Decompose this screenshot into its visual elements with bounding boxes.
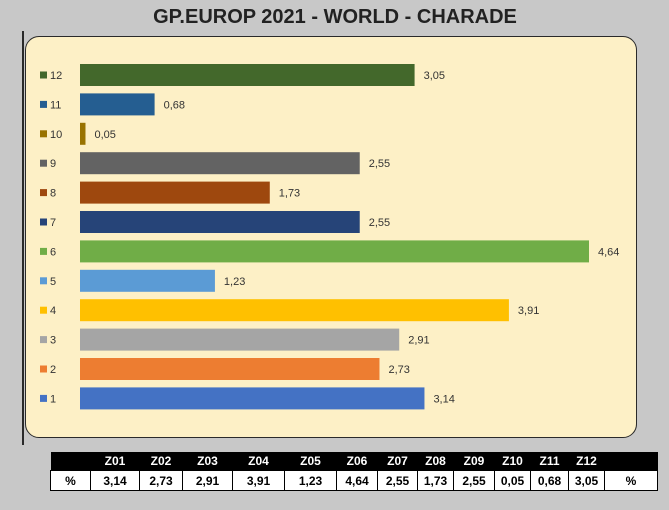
bar-8 (80, 181, 270, 204)
chart-title: GP.EUROP 2021 - WORLD - CHARADE (22, 3, 648, 31)
category-label-8: 8 (50, 188, 56, 200)
table-cell: 1,73 (417, 470, 454, 491)
table-cell: 1,23 (284, 470, 337, 491)
value-label-10: 0,05 (94, 129, 115, 141)
value-label-2: 2,73 (388, 364, 409, 376)
category-marker-2 (40, 365, 47, 373)
table-header-cell: Z12 (568, 452, 605, 471)
bar-11 (80, 93, 155, 116)
bar-chart: 1 3,14 2 2,73 3 2,91 4 3,91 5 1,23 6 4,64 7 2,55 8 1,73… (40, 64, 619, 410)
bar-6 (80, 240, 589, 263)
bar-3 (80, 328, 400, 351)
table-cell: 3,14 (90, 470, 140, 491)
category-marker-6 (40, 247, 47, 255)
value-label-11: 0,68 (164, 99, 185, 111)
table-header-cell (604, 452, 658, 471)
table-header-cell: Z01 (90, 452, 140, 471)
category-label-11: 11 (50, 99, 61, 111)
bar-9 (80, 152, 360, 175)
category-label-3: 3 (50, 335, 56, 347)
category-label-7: 7 (50, 217, 56, 229)
table-header-cell: Z07 (377, 452, 418, 471)
table-header-cell: Z04 (232, 452, 285, 471)
table-cell: 0,05 (494, 470, 531, 491)
category-marker-9 (40, 159, 47, 167)
category-label-1: 1 (50, 393, 56, 405)
data-table-wrap: Z01 Z02 Z03 Z04 Z05 Z06 Z07 Z08 Z09 Z10 Z11 Z12 % 3,… (50, 452, 658, 492)
category-label-10: 10 (50, 129, 62, 141)
table-header-cell: Z09 (453, 452, 495, 471)
value-label-4: 3,91 (518, 305, 539, 317)
table-header-cell: Z02 (139, 452, 183, 471)
table-header-cell: Z11 (530, 452, 569, 471)
category-label-9: 9 (50, 158, 56, 170)
value-label-12: 3,05 (424, 70, 445, 82)
value-label-1: 3,14 (433, 393, 454, 405)
table-header-cell: Z03 (182, 452, 233, 471)
category-label-2: 2 (50, 364, 56, 376)
category-marker-4 (40, 306, 47, 314)
category-label-6: 6 (50, 246, 56, 258)
data-table: Z01 Z02 Z03 Z04 Z05 Z06 Z07 Z08 Z09 Z10 Z11 Z12 % 3,… (50, 452, 658, 491)
category-marker-11 (40, 100, 47, 108)
table-cell: 3,05 (568, 470, 605, 491)
bar-1 (80, 387, 425, 410)
value-label-3: 2,91 (408, 335, 429, 347)
bar-4 (80, 299, 509, 322)
value-label-6: 4,64 (598, 246, 619, 258)
category-marker-3 (40, 336, 47, 344)
table-cell: 2,91 (182, 470, 233, 491)
table-cell: 4,64 (336, 470, 378, 491)
table-header-cell: Z06 (336, 452, 378, 471)
category-marker-7 (40, 218, 47, 226)
value-label-9: 2,55 (369, 158, 390, 170)
table-cell: 0,68 (530, 470, 569, 491)
bar-12 (80, 64, 415, 86)
table-row: % 3,14 2,73 2,91 3,91 1,23 4,64 2,55 1,73 2,55 0,0… (50, 470, 658, 491)
category-marker-5 (40, 277, 47, 285)
table-cell: % (50, 470, 91, 491)
category-label-4: 4 (50, 305, 56, 317)
category-label-5: 5 (50, 276, 56, 288)
table-cell: % (604, 470, 658, 491)
value-label-5: 1,23 (224, 276, 245, 288)
table-cell: 2,73 (139, 470, 183, 491)
category-marker-1 (40, 394, 47, 402)
value-label-7: 2,55 (369, 217, 390, 229)
category-marker-8 (40, 189, 47, 197)
table-header-cell: Z05 (284, 452, 337, 471)
table-cell: 3,91 (232, 470, 285, 491)
bar-2 (80, 358, 380, 380)
category-marker-12 (40, 71, 47, 79)
table-header-cell (50, 452, 91, 471)
table-header-cell: Z10 (494, 452, 531, 471)
category-label-12: 12 (50, 70, 62, 82)
bar-7 (80, 211, 360, 233)
chart-frame (22, 31, 650, 445)
category-marker-10 (40, 130, 47, 138)
table-header-cell: Z08 (417, 452, 454, 471)
bar-5 (80, 269, 215, 292)
table-header-row: Z01 Z02 Z03 Z04 Z05 Z06 Z07 Z08 Z09 Z10 Z11 Z12 (50, 452, 658, 471)
table-cell: 2,55 (377, 470, 418, 491)
value-label-8: 1,73 (279, 188, 300, 200)
table-cell: 2,55 (453, 470, 495, 491)
bar-10 (80, 122, 86, 145)
